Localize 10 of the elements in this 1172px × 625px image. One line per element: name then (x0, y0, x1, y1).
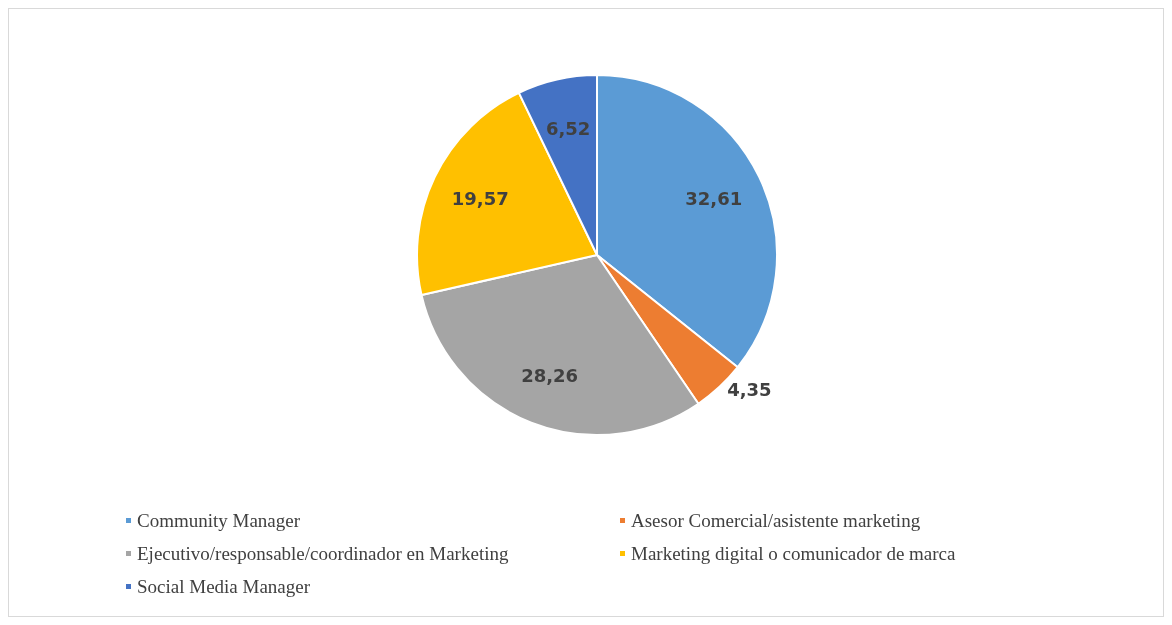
legend-label: Social Media Manager (137, 576, 311, 597)
data-label: 19,57 (451, 188, 509, 210)
data-label: 28,26 (521, 365, 579, 387)
legend-label: Community Manager (137, 510, 301, 531)
legend-label: Ejecutivo/responsable/coordinador en Marketing (137, 543, 509, 564)
legend-label: Marketing digital o comunicador de marca (631, 543, 957, 564)
data-label: 32,61 (685, 188, 743, 210)
data-label: 4,35 (727, 379, 772, 401)
legend-label: Asesor Comercial/asistente marketing (631, 510, 921, 531)
data-label: 6,52 (545, 118, 591, 140)
